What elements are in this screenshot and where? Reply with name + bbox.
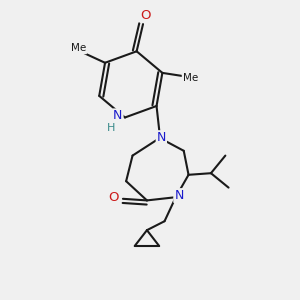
Text: Me: Me: [183, 73, 198, 83]
Text: Me: Me: [71, 44, 86, 53]
Text: N: N: [157, 131, 166, 144]
Text: O: O: [140, 9, 151, 22]
Text: O: O: [109, 191, 119, 204]
Text: N: N: [174, 189, 184, 202]
Text: H: H: [107, 123, 116, 133]
Text: N: N: [113, 110, 123, 122]
